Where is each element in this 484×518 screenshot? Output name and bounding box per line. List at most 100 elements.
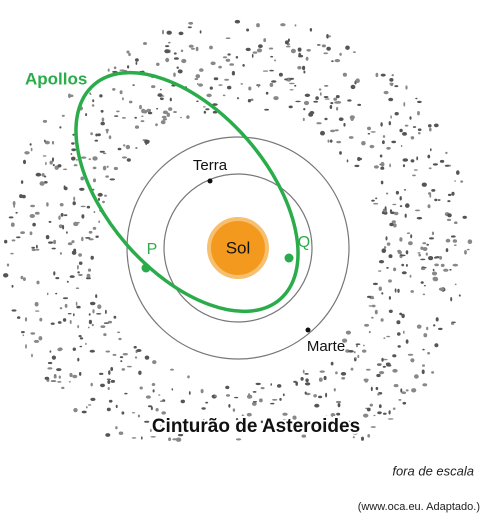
- asteroid: [126, 158, 131, 162]
- asteroid: [188, 391, 191, 395]
- asteroid: [301, 434, 307, 438]
- asteroid: [395, 190, 399, 195]
- asteroid: [191, 427, 197, 431]
- asteroid: [357, 354, 360, 359]
- asteroid: [92, 226, 97, 230]
- asteroid: [452, 239, 458, 243]
- asteroid: [363, 344, 365, 347]
- asteroid: [414, 374, 419, 379]
- asteroid: [377, 363, 382, 365]
- asteroid: [440, 263, 445, 267]
- asteroid: [20, 180, 24, 184]
- asteroid: [256, 23, 260, 28]
- asteroid: [404, 124, 409, 127]
- asteroid: [120, 360, 123, 363]
- asteroid: [119, 69, 125, 72]
- asteroid: [458, 294, 461, 297]
- asteroid: [294, 24, 297, 27]
- asteroid: [454, 180, 456, 182]
- asteroid: [389, 222, 394, 227]
- asteroid: [199, 68, 204, 72]
- asteroid: [439, 256, 443, 260]
- asteroid: [36, 244, 38, 249]
- asteroid: [155, 408, 159, 412]
- asteroid: [309, 28, 313, 32]
- asteroid: [160, 88, 162, 91]
- asteroid: [224, 78, 230, 81]
- mars-label: Marte: [307, 338, 345, 355]
- asteroid: [320, 130, 325, 136]
- asteroid: [314, 403, 320, 408]
- asteroid: [252, 391, 257, 393]
- asteroid: [106, 129, 109, 134]
- asteroid: [373, 202, 379, 205]
- asteroid: [53, 271, 56, 276]
- asteroid: [199, 30, 202, 34]
- asteroid: [119, 90, 123, 95]
- asteroid: [467, 239, 473, 244]
- asteroid: [304, 93, 311, 98]
- asteroid: [35, 248, 40, 251]
- asteroid: [374, 309, 378, 315]
- asteroid: [404, 213, 407, 218]
- asteroid: [90, 132, 93, 136]
- asteroid: [101, 117, 105, 122]
- asteroid: [97, 304, 102, 310]
- asteroid: [370, 131, 376, 133]
- asteroid: [165, 45, 170, 48]
- asteroid: [431, 371, 435, 374]
- asteroid: [421, 369, 425, 375]
- asteroid: [186, 115, 190, 119]
- asteroid: [337, 403, 341, 408]
- asteroid: [380, 166, 385, 170]
- asteroid: [68, 381, 71, 383]
- asteroid: [150, 436, 156, 438]
- asteroid: [78, 261, 83, 265]
- asteroid: [301, 426, 306, 430]
- asteroid: [59, 126, 62, 129]
- asteroid: [272, 398, 278, 401]
- asteroid: [108, 135, 112, 140]
- asteroid: [438, 327, 443, 331]
- asteroid: [278, 72, 283, 77]
- asteroid: [73, 196, 76, 201]
- asteroid: [168, 107, 173, 111]
- asteroid: [73, 313, 75, 317]
- asteroid: [393, 223, 397, 228]
- asteroid: [323, 52, 329, 55]
- asteroid: [33, 339, 40, 343]
- asteroid: [426, 243, 430, 246]
- asteroid: [57, 347, 63, 352]
- asteroid: [271, 80, 277, 83]
- asteroid: [180, 399, 185, 404]
- asteroid: [352, 431, 358, 435]
- asteroid: [388, 410, 391, 415]
- asteroid: [358, 157, 362, 161]
- asteroid: [246, 394, 253, 399]
- asteroid: [445, 151, 448, 155]
- asteroid: [102, 200, 105, 204]
- asteroid: [187, 26, 192, 29]
- asteroid: [235, 56, 239, 59]
- asteroid: [378, 270, 382, 272]
- asteroid: [288, 105, 293, 109]
- asteroid: [270, 55, 274, 58]
- asteroid: [21, 194, 26, 199]
- asteroid: [297, 47, 302, 52]
- asteroid: [24, 317, 28, 322]
- asteroid: [150, 428, 152, 432]
- asteroid: [400, 145, 403, 147]
- asteroid: [394, 85, 399, 88]
- asteroid: [92, 309, 95, 314]
- asteroid: [155, 123, 158, 127]
- asteroid: [209, 86, 213, 90]
- asteroid: [401, 313, 405, 319]
- sun: [207, 217, 269, 279]
- asteroid: [454, 221, 458, 224]
- asteroid: [417, 128, 422, 131]
- asteroid: [195, 46, 199, 52]
- asteroid: [371, 199, 375, 202]
- asteroid: [410, 290, 415, 293]
- q-label: Q: [298, 234, 310, 251]
- asteroid: [100, 121, 105, 126]
